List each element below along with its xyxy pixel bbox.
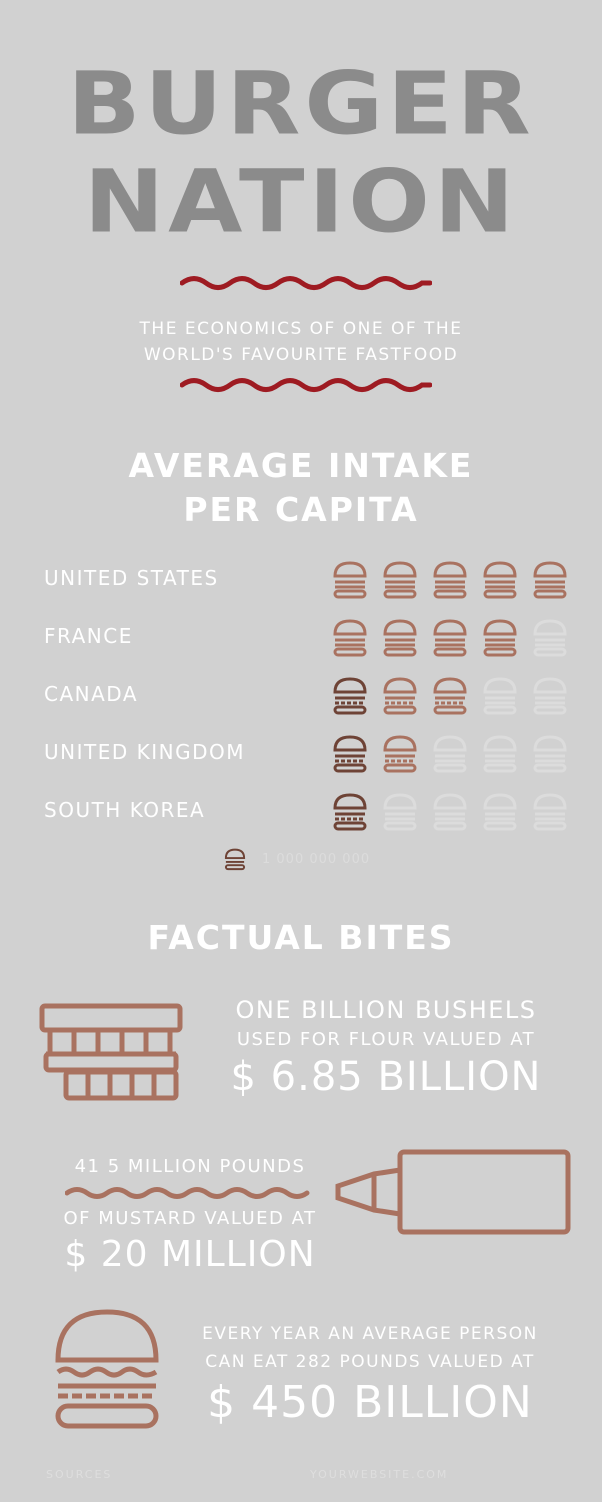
legend-burger-icon	[224, 848, 246, 871]
subtitle-line-2: WORLD'S FAVOURITE FASTFOOD	[143, 345, 459, 365]
country-label: FRANCE	[44, 624, 133, 648]
burger-icon-faded	[533, 735, 567, 773]
burger-icon-faded	[533, 677, 567, 715]
flour-value: $ 6.85 BILLION	[230, 1054, 542, 1100]
burger-icon-faded	[383, 793, 417, 831]
burger-icon-row	[330, 618, 580, 658]
flour-fact: ONE BILLION BUSHELS USED FOR FLOUR VALUE…	[196, 994, 576, 1100]
mustard-wave	[65, 1187, 310, 1199]
burger-icon-faded	[533, 793, 567, 831]
burger-icon	[483, 619, 517, 657]
burger-line-1: EVERY YEAR AN AVERAGE PERSON	[202, 1324, 538, 1344]
mustard-line-2: OF MUSTARD VALUED AT	[63, 1208, 317, 1229]
burger-icon-faded	[483, 677, 517, 715]
burger-icon	[533, 561, 567, 599]
subtitle: THE ECONOMICS OF ONE OF THE WORLD'S FAVO…	[0, 316, 602, 368]
burger-icon-row	[330, 676, 580, 716]
intake-heading-line-1: AVERAGE INTAKE	[128, 446, 474, 485]
burger-icon	[383, 619, 417, 657]
mustard-value: $ 20 MILLION	[64, 1234, 316, 1275]
country-label: UNITED STATES	[44, 566, 219, 590]
burger-icon	[383, 561, 417, 599]
burger-icon-faded	[483, 793, 517, 831]
wave-divider-top	[180, 276, 432, 290]
burger-icon-faded	[483, 735, 517, 773]
burger-icon	[333, 619, 367, 657]
burger-icon	[333, 735, 367, 773]
mustard-bottle-icon	[335, 1149, 571, 1235]
title-line-2: NATION	[83, 151, 519, 253]
burger-icon	[433, 677, 467, 715]
burger-icon	[333, 677, 367, 715]
burger-fact: EVERY YEAR AN AVERAGE PERSON CAN EAT 282…	[172, 1320, 568, 1430]
flour-line-1: ONE BILLION BUSHELS	[235, 996, 537, 1024]
facts-heading: FACTUAL BITES	[147, 918, 455, 957]
burger-icon-faded	[533, 619, 567, 657]
mustard-line-1: 41 5 MILLION POUNDS	[74, 1156, 306, 1177]
burger-icon	[333, 561, 367, 599]
wave-divider-bottom	[180, 378, 432, 392]
burger-icon	[383, 677, 417, 715]
burger-icon	[383, 735, 417, 773]
subtitle-line-1: THE ECONOMICS OF ONE OF THE	[139, 319, 463, 339]
burger-icon	[483, 561, 517, 599]
footer-website[interactable]: YOURWEBSITE.COM	[310, 1468, 449, 1481]
burger-icon-faded	[433, 735, 467, 773]
country-label: UNITED KINGDOM	[44, 740, 245, 764]
big-burger-icon	[55, 1309, 159, 1429]
burger-icon	[333, 793, 367, 831]
burger-icon-row	[330, 734, 580, 774]
intake-heading-line-2: PER CAPITA	[183, 490, 419, 529]
burger-value: $ 450 BILLION	[207, 1377, 533, 1428]
country-label: SOUTH KOREA	[44, 798, 206, 822]
burger-icon-faded	[433, 793, 467, 831]
burger-icon-row	[330, 560, 580, 600]
title-line-1: BURGER	[67, 53, 535, 155]
bread-icon	[39, 1003, 183, 1101]
footer-sources[interactable]: SOURCES	[46, 1468, 113, 1481]
legend-value: 1 000 000 000	[262, 852, 371, 867]
mustard-fact: 41 5 MILLION POUNDS OF MUSTARD VALUED AT…	[40, 1154, 340, 1278]
burger-icon-row	[330, 792, 580, 832]
burger-icon	[433, 561, 467, 599]
country-label: CANADA	[44, 682, 139, 706]
flour-line-2: USED FOR FLOUR VALUED AT	[236, 1029, 536, 1050]
burger-line-2: CAN EAT 282 POUNDS VALUED AT	[205, 1352, 535, 1372]
burger-icon	[433, 619, 467, 657]
